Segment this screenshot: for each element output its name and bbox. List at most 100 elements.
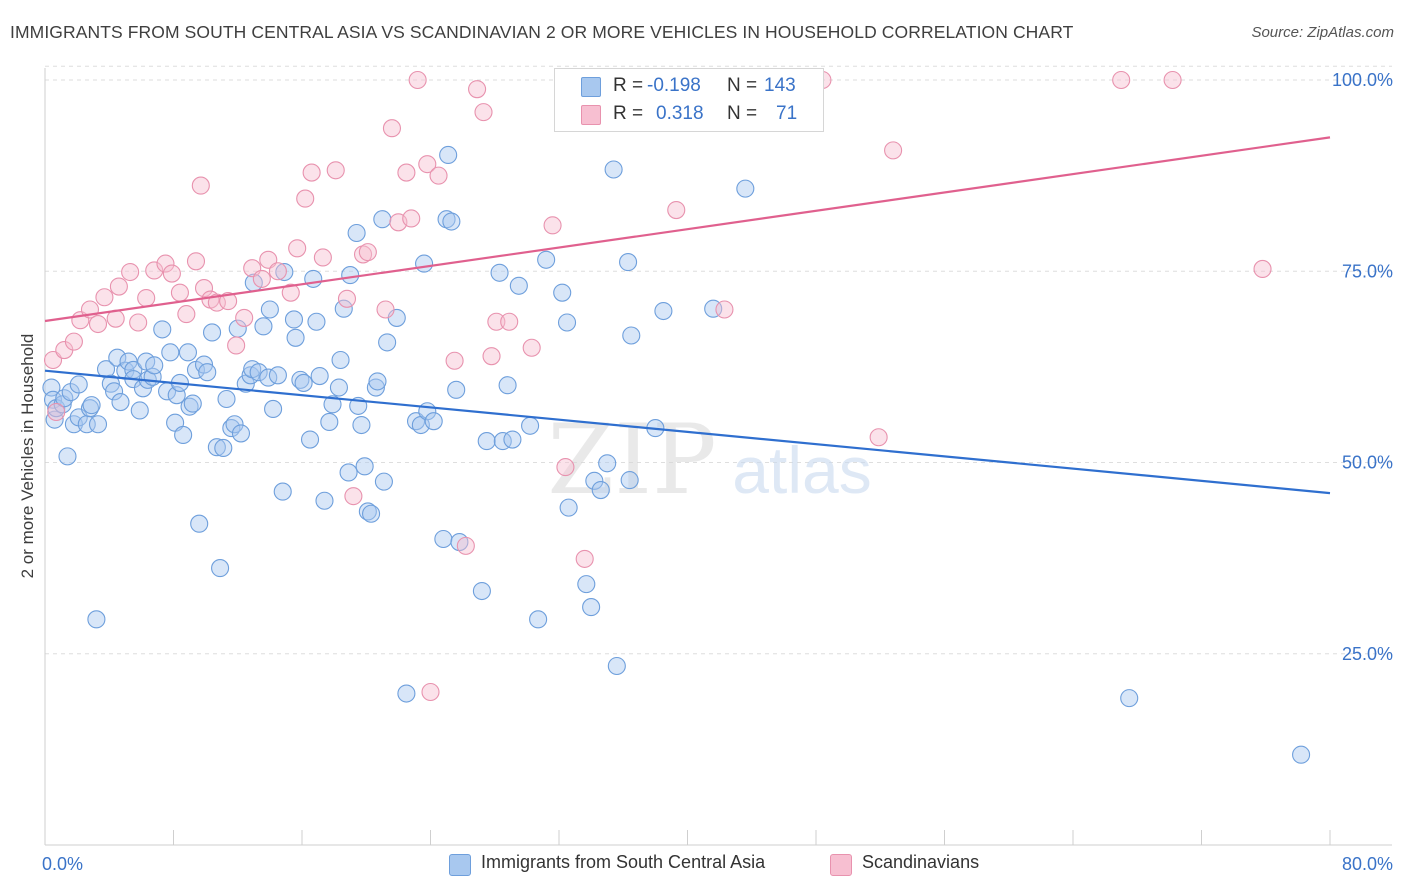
point-immigrants bbox=[472, 581, 491, 601]
point-immigrants bbox=[105, 382, 124, 401]
point-scandinavians bbox=[884, 141, 903, 160]
point-scandinavians bbox=[667, 201, 686, 220]
point-scandinavians bbox=[95, 288, 114, 307]
point-immigrants bbox=[291, 370, 310, 389]
point-scandinavians bbox=[575, 549, 594, 568]
watermark-zip: ZIP bbox=[547, 404, 716, 516]
point-scandinavians bbox=[1163, 70, 1182, 90]
point-scandinavians bbox=[219, 292, 238, 311]
point-immigrants bbox=[203, 323, 222, 342]
point-scandinavians bbox=[382, 119, 402, 138]
point-immigrants bbox=[87, 610, 106, 629]
y-tick-label: 50.0% bbox=[1342, 453, 1393, 473]
point-immigrants bbox=[619, 253, 638, 272]
point-immigrants bbox=[439, 145, 458, 165]
point-immigrants bbox=[339, 463, 358, 482]
point-scandinavians bbox=[487, 312, 506, 331]
point-immigrants bbox=[374, 472, 393, 491]
point-scandinavians bbox=[235, 308, 254, 327]
point-scandinavians bbox=[326, 161, 345, 180]
point-immigrants bbox=[736, 179, 755, 198]
tick-labels: 25.0% 50.0% 75.0% 100.0% 0.0% 80.0% bbox=[42, 70, 1393, 874]
stats-box: R = -0.198 N = 143 R = 0.318 N = 71 bbox=[554, 68, 824, 132]
point-scandinavians bbox=[344, 487, 363, 506]
point-scandinavians bbox=[1253, 259, 1272, 279]
point-immigrants bbox=[537, 250, 556, 269]
point-immigrants bbox=[254, 317, 273, 336]
point-immigrants bbox=[490, 263, 509, 282]
point-scandinavians bbox=[556, 458, 575, 477]
point-immigrants bbox=[320, 412, 339, 432]
point-scandinavians bbox=[353, 245, 373, 264]
point-scandinavians bbox=[186, 252, 206, 271]
point-scandinavians bbox=[313, 248, 332, 267]
point-scandinavians bbox=[418, 155, 437, 174]
point-immigrants bbox=[437, 210, 456, 229]
point-immigrants bbox=[304, 269, 323, 288]
point-immigrants bbox=[493, 432, 512, 451]
r-label: R = bbox=[613, 75, 644, 96]
legend-label: Scandinavians bbox=[862, 852, 980, 872]
point-immigrants bbox=[294, 373, 313, 392]
point-immigrants bbox=[275, 262, 294, 282]
point-immigrants bbox=[45, 410, 64, 429]
point-immigrants bbox=[362, 504, 381, 523]
point-immigrants bbox=[300, 430, 320, 449]
point-immigrants bbox=[111, 393, 130, 412]
point-immigrants bbox=[442, 212, 461, 231]
point-immigrants bbox=[180, 397, 199, 416]
point-scandinavians bbox=[145, 261, 164, 280]
series-immigrants-south-central-asia bbox=[42, 145, 1311, 764]
n-label: N = bbox=[727, 103, 758, 124]
point-immigrants bbox=[415, 254, 434, 273]
legend-swatch-pink bbox=[830, 854, 852, 876]
point-immigrants bbox=[225, 415, 244, 434]
point-scandinavians bbox=[109, 277, 128, 296]
point-immigrants bbox=[264, 399, 283, 419]
point-immigrants bbox=[1120, 689, 1139, 708]
point-immigrants bbox=[424, 412, 443, 431]
point-scandinavians bbox=[281, 283, 300, 302]
trend-line-scandinavians bbox=[44, 136, 1331, 323]
point-immigrants bbox=[178, 343, 198, 362]
watermark: ZIP atlas bbox=[547, 404, 871, 516]
point-scandinavians bbox=[468, 80, 487, 99]
point-scandinavians bbox=[268, 262, 287, 281]
x-tick-label-max: 80.0% bbox=[1342, 854, 1393, 874]
point-immigrants bbox=[268, 366, 287, 385]
n-value: 143 bbox=[764, 75, 796, 96]
point-immigrants bbox=[153, 320, 172, 339]
point-immigrants bbox=[108, 348, 127, 367]
point-immigrants bbox=[373, 210, 392, 229]
point-scandinavians bbox=[207, 293, 226, 312]
point-scandinavians bbox=[456, 536, 475, 555]
point-immigrants bbox=[174, 425, 193, 445]
point-scandinavians bbox=[64, 332, 83, 351]
point-scandinavians bbox=[162, 264, 181, 283]
point-scandinavians bbox=[402, 209, 421, 228]
point-immigrants bbox=[198, 363, 217, 382]
y-tick-label: 75.0% bbox=[1342, 261, 1393, 281]
point-immigrants bbox=[654, 301, 673, 321]
point-immigrants bbox=[286, 328, 305, 347]
point-immigrants bbox=[1292, 745, 1311, 764]
legend-swatch-blue bbox=[449, 854, 471, 876]
y-tick-label: 25.0% bbox=[1342, 644, 1393, 664]
point-immigrants bbox=[355, 457, 374, 476]
point-scandinavians bbox=[522, 338, 541, 357]
point-scandinavians bbox=[47, 402, 66, 422]
point-scandinavians bbox=[1112, 70, 1131, 90]
point-scandinavians bbox=[358, 243, 377, 262]
point-scandinavians bbox=[500, 312, 519, 331]
point-immigrants bbox=[591, 480, 610, 500]
point-immigrants bbox=[161, 343, 180, 362]
point-immigrants bbox=[260, 300, 279, 319]
point-scandinavians bbox=[88, 314, 108, 334]
point-immigrants bbox=[310, 367, 329, 386]
point-immigrants bbox=[273, 482, 292, 501]
point-immigrants bbox=[585, 471, 604, 490]
n-value: 71 bbox=[776, 103, 798, 124]
point-immigrants bbox=[366, 378, 385, 397]
point-scandinavians bbox=[869, 428, 888, 447]
